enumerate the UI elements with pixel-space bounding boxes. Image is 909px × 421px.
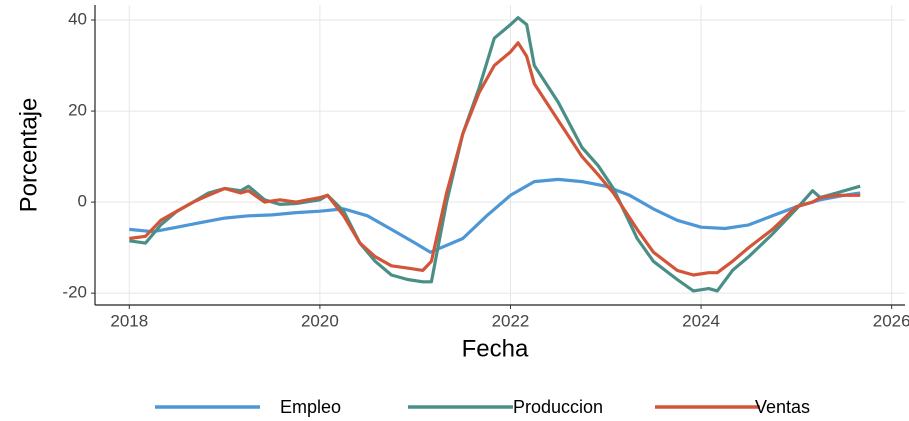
x-tick-label: 2022 (492, 311, 530, 330)
x-tick-label: 2020 (301, 311, 339, 330)
legend-label: Ventas (755, 397, 810, 417)
x-tick-label: 2018 (110, 311, 148, 330)
y-tick-label: 0 (78, 192, 87, 211)
series-line (129, 41, 861, 277)
x-tick-label: 2026 (873, 311, 909, 330)
x-tick-label: 2024 (682, 311, 720, 330)
y-tick-label: 20 (68, 101, 87, 120)
series-line (129, 16, 861, 293)
y-tick-label: -20 (62, 283, 87, 302)
y-axis-title: Porcentaje (15, 98, 42, 213)
x-axis-title: Fecha (462, 335, 529, 362)
y-tick-label: 40 (68, 10, 87, 29)
series-line (129, 177, 861, 254)
legend-label: Produccion (513, 397, 603, 417)
legend-label: Empleo (280, 397, 341, 417)
